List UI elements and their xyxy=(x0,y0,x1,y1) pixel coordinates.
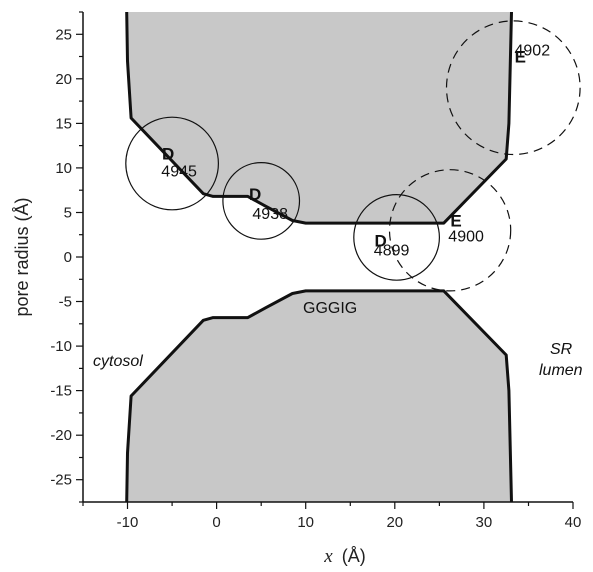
y-tick-label: -20 xyxy=(50,427,72,444)
residue-letter-4899: D xyxy=(374,231,386,250)
motif-label: GGGIG xyxy=(303,300,357,317)
x-axis-unit: (Å) xyxy=(342,546,366,566)
x-ticks: -10 0 10 20 30 40 xyxy=(82,502,582,531)
x-tick-label: 10 xyxy=(297,514,314,531)
residue-number-4938: 4938 xyxy=(252,206,288,223)
residue-circle-e4900 xyxy=(388,169,512,292)
residue-number-4899: 4899 xyxy=(374,242,410,259)
y-axis-title: pore radius (Å) xyxy=(12,197,32,316)
upper-wall-outline xyxy=(125,12,513,225)
x-axis-title: x (Å) xyxy=(323,546,365,567)
residue-number-4945: 4945 xyxy=(161,164,197,181)
lower-wall-outline xyxy=(125,289,513,502)
x-tick-label: 0 xyxy=(212,514,220,531)
y-ticks: -25 -20 -15 -10 -5 0 5 10 15 20 25 xyxy=(50,11,83,503)
y-tick-label: 25 xyxy=(55,26,72,43)
residue-circle-d4899 xyxy=(353,193,441,281)
residue-letter-4902: E xyxy=(515,48,526,67)
residue-letter-4938: D xyxy=(249,185,261,204)
y-tick-label: -15 xyxy=(50,383,72,400)
lumen-label: lumen xyxy=(539,362,583,379)
residue-letter-4945: D xyxy=(162,145,174,164)
residue-circle-d4945 xyxy=(125,116,220,211)
residue-number-4900: 4900 xyxy=(448,228,484,245)
x-tick-label: 20 xyxy=(386,514,403,531)
x-tick-label: -10 xyxy=(117,514,139,531)
axes-layer: -25 -20 -15 -10 -5 0 5 10 15 20 25 -10 0 10 20 30 40 xyxy=(50,11,582,531)
upper-wall-fill xyxy=(126,12,512,224)
residue-circle-e4902 xyxy=(445,20,581,156)
residue-number-4902: 4902 xyxy=(515,43,551,60)
residue-circle-d4938 xyxy=(222,161,301,240)
y-tick-label: -10 xyxy=(50,338,72,355)
sr-label: SR xyxy=(550,341,573,358)
x-axis-symbol: x xyxy=(323,546,333,567)
y-tick-label: -5 xyxy=(59,294,72,311)
y-tick-label: 10 xyxy=(55,160,72,177)
y-tick-label: 20 xyxy=(55,71,72,88)
pore-wall-layer xyxy=(125,12,513,502)
residue-letter-4900: E xyxy=(450,211,461,230)
y-tick-label: -25 xyxy=(50,472,72,489)
y-tick-label: 0 xyxy=(64,249,72,266)
x-tick-label: 30 xyxy=(476,514,493,531)
x-tick-label: 40 xyxy=(565,514,582,531)
cytosol-label: cytosol xyxy=(93,353,143,370)
lower-wall-fill xyxy=(126,290,512,502)
y-tick-label: 5 xyxy=(64,205,72,222)
y-tick-label: 15 xyxy=(55,115,72,132)
